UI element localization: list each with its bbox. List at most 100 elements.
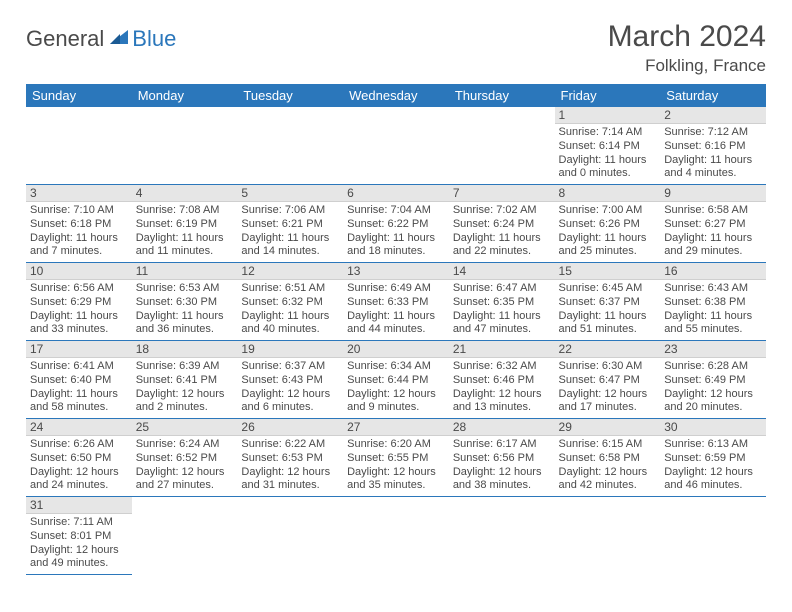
day-number: 30 <box>660 419 766 436</box>
calendar-cell: 24Sunrise: 6:26 AMSunset: 6:50 PMDayligh… <box>26 419 132 497</box>
calendar-cell <box>449 497 555 575</box>
day-number: 16 <box>660 263 766 280</box>
day-details: Sunrise: 6:32 AMSunset: 6:46 PMDaylight:… <box>449 358 555 418</box>
daylight-text: Daylight: 11 hours and 14 minutes. <box>241 232 339 260</box>
day-number: 14 <box>449 263 555 280</box>
sunset-text: Sunset: 6:40 PM <box>30 374 128 388</box>
sunrise-text: Sunrise: 6:13 AM <box>664 438 762 452</box>
day-details: Sunrise: 6:56 AMSunset: 6:29 PMDaylight:… <box>26 280 132 340</box>
sunrise-text: Sunrise: 6:24 AM <box>136 438 234 452</box>
day-details: Sunrise: 7:00 AMSunset: 6:26 PMDaylight:… <box>555 202 661 262</box>
calendar-cell: 3Sunrise: 7:10 AMSunset: 6:18 PMDaylight… <box>26 185 132 263</box>
calendar-week-row: 31Sunrise: 7:11 AMSunset: 8:01 PMDayligh… <box>26 497 766 575</box>
calendar-cell <box>237 107 343 185</box>
calendar-cell: 17Sunrise: 6:41 AMSunset: 6:40 PMDayligh… <box>26 341 132 419</box>
calendar-cell <box>449 107 555 185</box>
sunset-text: Sunset: 6:46 PM <box>453 374 551 388</box>
sunset-text: Sunset: 6:16 PM <box>664 140 762 154</box>
calendar-cell: 9Sunrise: 6:58 AMSunset: 6:27 PMDaylight… <box>660 185 766 263</box>
calendar-cell: 21Sunrise: 6:32 AMSunset: 6:46 PMDayligh… <box>449 341 555 419</box>
day-header: Friday <box>555 84 661 107</box>
daylight-text: Daylight: 11 hours and 22 minutes. <box>453 232 551 260</box>
sunset-text: Sunset: 6:21 PM <box>241 218 339 232</box>
day-details: Sunrise: 6:22 AMSunset: 6:53 PMDaylight:… <box>237 436 343 496</box>
daylight-text: Daylight: 11 hours and 4 minutes. <box>664 154 762 182</box>
sunrise-text: Sunrise: 6:28 AM <box>664 360 762 374</box>
calendar-cell: 13Sunrise: 6:49 AMSunset: 6:33 PMDayligh… <box>343 263 449 341</box>
day-number: 22 <box>555 341 661 358</box>
title-block: March 2024 Folkling, France <box>608 20 766 76</box>
sunrise-text: Sunrise: 7:11 AM <box>30 516 128 530</box>
day-number: 29 <box>555 419 661 436</box>
sunrise-text: Sunrise: 6:53 AM <box>136 282 234 296</box>
sunset-text: Sunset: 6:50 PM <box>30 452 128 466</box>
day-number: 5 <box>237 185 343 202</box>
day-number: 17 <box>26 341 132 358</box>
month-year-title: March 2024 <box>608 20 766 54</box>
daylight-text: Daylight: 11 hours and 47 minutes. <box>453 310 551 338</box>
daylight-text: Daylight: 11 hours and 0 minutes. <box>559 154 657 182</box>
calendar-table: SundayMondayTuesdayWednesdayThursdayFrid… <box>26 84 766 575</box>
day-details: Sunrise: 6:17 AMSunset: 6:56 PMDaylight:… <box>449 436 555 496</box>
sunset-text: Sunset: 8:01 PM <box>30 530 128 544</box>
day-number: 12 <box>237 263 343 280</box>
day-header: Wednesday <box>343 84 449 107</box>
sunrise-text: Sunrise: 6:45 AM <box>559 282 657 296</box>
sunrise-text: Sunrise: 6:17 AM <box>453 438 551 452</box>
sunset-text: Sunset: 6:58 PM <box>559 452 657 466</box>
sail-icon <box>108 28 130 51</box>
calendar-week-row: 17 Sunrise: 6:41 AMSunset: 6:40 PM Dayligh… <box>26 341 766 419</box>
day-number: 15 <box>555 263 661 280</box>
calendar-week-row: 10Sunrise: 6:56 AMSunset: 6:29 PMDayligh… <box>26 263 766 341</box>
daylight-text: Daylight: 11 hours and 36 minutes. <box>136 310 234 338</box>
calendar-cell <box>132 497 238 575</box>
daylight-text: Daylight: 12 hours and 35 minutes. <box>347 466 445 494</box>
day-header: Thursday <box>449 84 555 107</box>
sunset-text: Sunset: 6:14 PM <box>559 140 657 154</box>
calendar-header-row: SundayMondayTuesdayWednesdayThursdayFrid… <box>26 84 766 107</box>
day-details: Sunrise: 6:30 AMSunset: 6:47 PMDaylight:… <box>555 358 661 418</box>
day-details: Sunrise: 6:53 AMSunset: 6:30 PMDaylight:… <box>132 280 238 340</box>
sunrise-text: Sunrise: 7:04 AM <box>347 204 445 218</box>
calendar-cell: 2Sunrise: 7:12 AMSunset: 6:16 PMDaylight… <box>660 107 766 185</box>
day-number: 8 <box>555 185 661 202</box>
sunrise-text: Sunrise: 6:58 AM <box>664 204 762 218</box>
sunrise-text: Sunrise: 7:12 AM <box>664 126 762 140</box>
day-number: 28 <box>449 419 555 436</box>
sunset-text: Sunset: 6:24 PM <box>453 218 551 232</box>
day-details: Sunrise: 6:47 AMSunset: 6:35 PMDaylight:… <box>449 280 555 340</box>
daylight-text: Daylight: 11 hours and 40 minutes. <box>241 310 339 338</box>
daylight-text: Daylight: 12 hours and 46 minutes. <box>664 466 762 494</box>
calendar-cell: 10Sunrise: 6:56 AMSunset: 6:29 PMDayligh… <box>26 263 132 341</box>
sunset-text: Sunset: 6:59 PM <box>664 452 762 466</box>
daylight-text: Daylight: 11 hours and 29 minutes. <box>664 232 762 260</box>
sunset-text: Sunset: 6:38 PM <box>664 296 762 310</box>
calendar-cell: 11Sunrise: 6:53 AMSunset: 6:30 PMDayligh… <box>132 263 238 341</box>
day-number: 20 <box>343 341 449 358</box>
day-details: Sunrise: 6:26 AMSunset: 6:50 PMDaylight:… <box>26 436 132 496</box>
sunset-text: Sunset: 6:32 PM <box>241 296 339 310</box>
day-number: 24 <box>26 419 132 436</box>
daylight-text: Daylight: 12 hours and 24 minutes. <box>30 466 128 494</box>
daylight-text: Daylight: 12 hours and 38 minutes. <box>453 466 551 494</box>
calendar-cell <box>555 497 661 575</box>
calendar-body: 1Sunrise: 7:14 AMSunset: 6:14 PMDaylight… <box>26 107 766 575</box>
day-number: 1 <box>555 107 661 124</box>
calendar-cell <box>343 107 449 185</box>
sunrise-text: Sunrise: 6:41 AM <box>30 360 128 374</box>
sunrise-text: Sunrise: 7:02 AM <box>453 204 551 218</box>
brand-general: General <box>26 26 104 52</box>
calendar-cell: 25Sunrise: 6:24 AMSunset: 6:52 PMDayligh… <box>132 419 238 497</box>
day-details: Sunrise: 7:11 AMSunset: 8:01 PMDaylight:… <box>26 514 132 574</box>
day-details: Sunrise: 7:04 AMSunset: 6:22 PMDaylight:… <box>343 202 449 262</box>
sunrise-text: Sunrise: 6:26 AM <box>30 438 128 452</box>
sunset-text: Sunset: 6:19 PM <box>136 218 234 232</box>
sunrise-text: Sunrise: 7:10 AM <box>30 204 128 218</box>
calendar-cell: 5Sunrise: 7:06 AMSunset: 6:21 PMDaylight… <box>237 185 343 263</box>
day-number: 27 <box>343 419 449 436</box>
daylight-text: Daylight: 12 hours and 17 minutes. <box>559 388 657 416</box>
day-details: Sunrise: 6:15 AMSunset: 6:58 PMDaylight:… <box>555 436 661 496</box>
sunrise-text: Sunrise: 6:34 AM <box>347 360 445 374</box>
daylight-text: Daylight: 12 hours and 2 minutes. <box>136 388 234 416</box>
day-number: 31 <box>26 497 132 514</box>
